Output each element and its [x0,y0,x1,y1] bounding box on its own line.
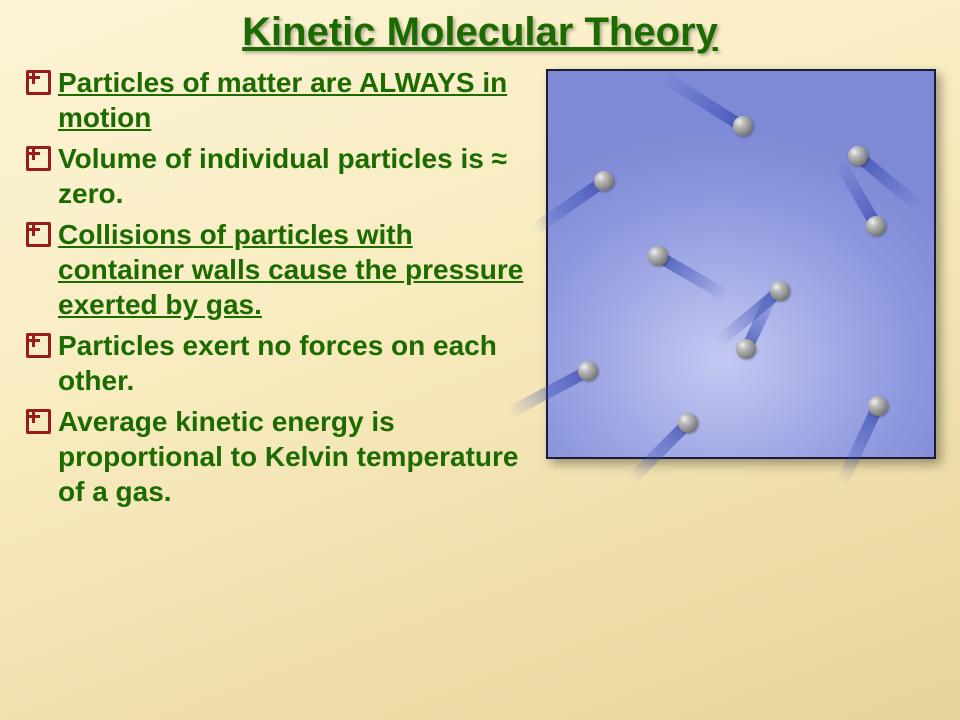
slide-title: Kinetic Molecular Theory [0,0,960,55]
particle-ball [866,216,886,236]
particle-ball [868,396,888,416]
particle-ball [578,361,598,381]
bullet-item: Collisions of particles with container w… [24,217,528,322]
bullet-item: Particles exert no forces on each other. [24,328,528,398]
bullet-item: Particles of matter are ALWAYS in motion [24,65,528,135]
bullet-text: Collisions of particles with container w… [58,219,523,320]
particle-figure [546,69,936,459]
bullet-text: Particles of matter are ALWAYS in motion [58,67,507,133]
particle-ball [678,413,698,433]
slide-content: Particles of matter are ALWAYS in motion… [0,55,960,515]
bullet-text: Average kinetic energy is proportional t… [58,406,519,507]
bullet-text: Volume of individual particles is ≈ zero… [58,143,507,209]
particle-ball [848,146,868,166]
bullet-text: Particles exert no forces on each other. [58,330,497,396]
particle-ball [594,171,614,191]
bullet-item: Volume of individual particles is ≈ zero… [24,141,528,211]
particle-ball [648,246,668,266]
particle-ball [736,339,756,359]
bullet-list: Particles of matter are ALWAYS in motion… [24,65,528,515]
particle-ball [733,116,753,136]
bullet-item: Average kinetic energy is proportional t… [24,404,528,509]
